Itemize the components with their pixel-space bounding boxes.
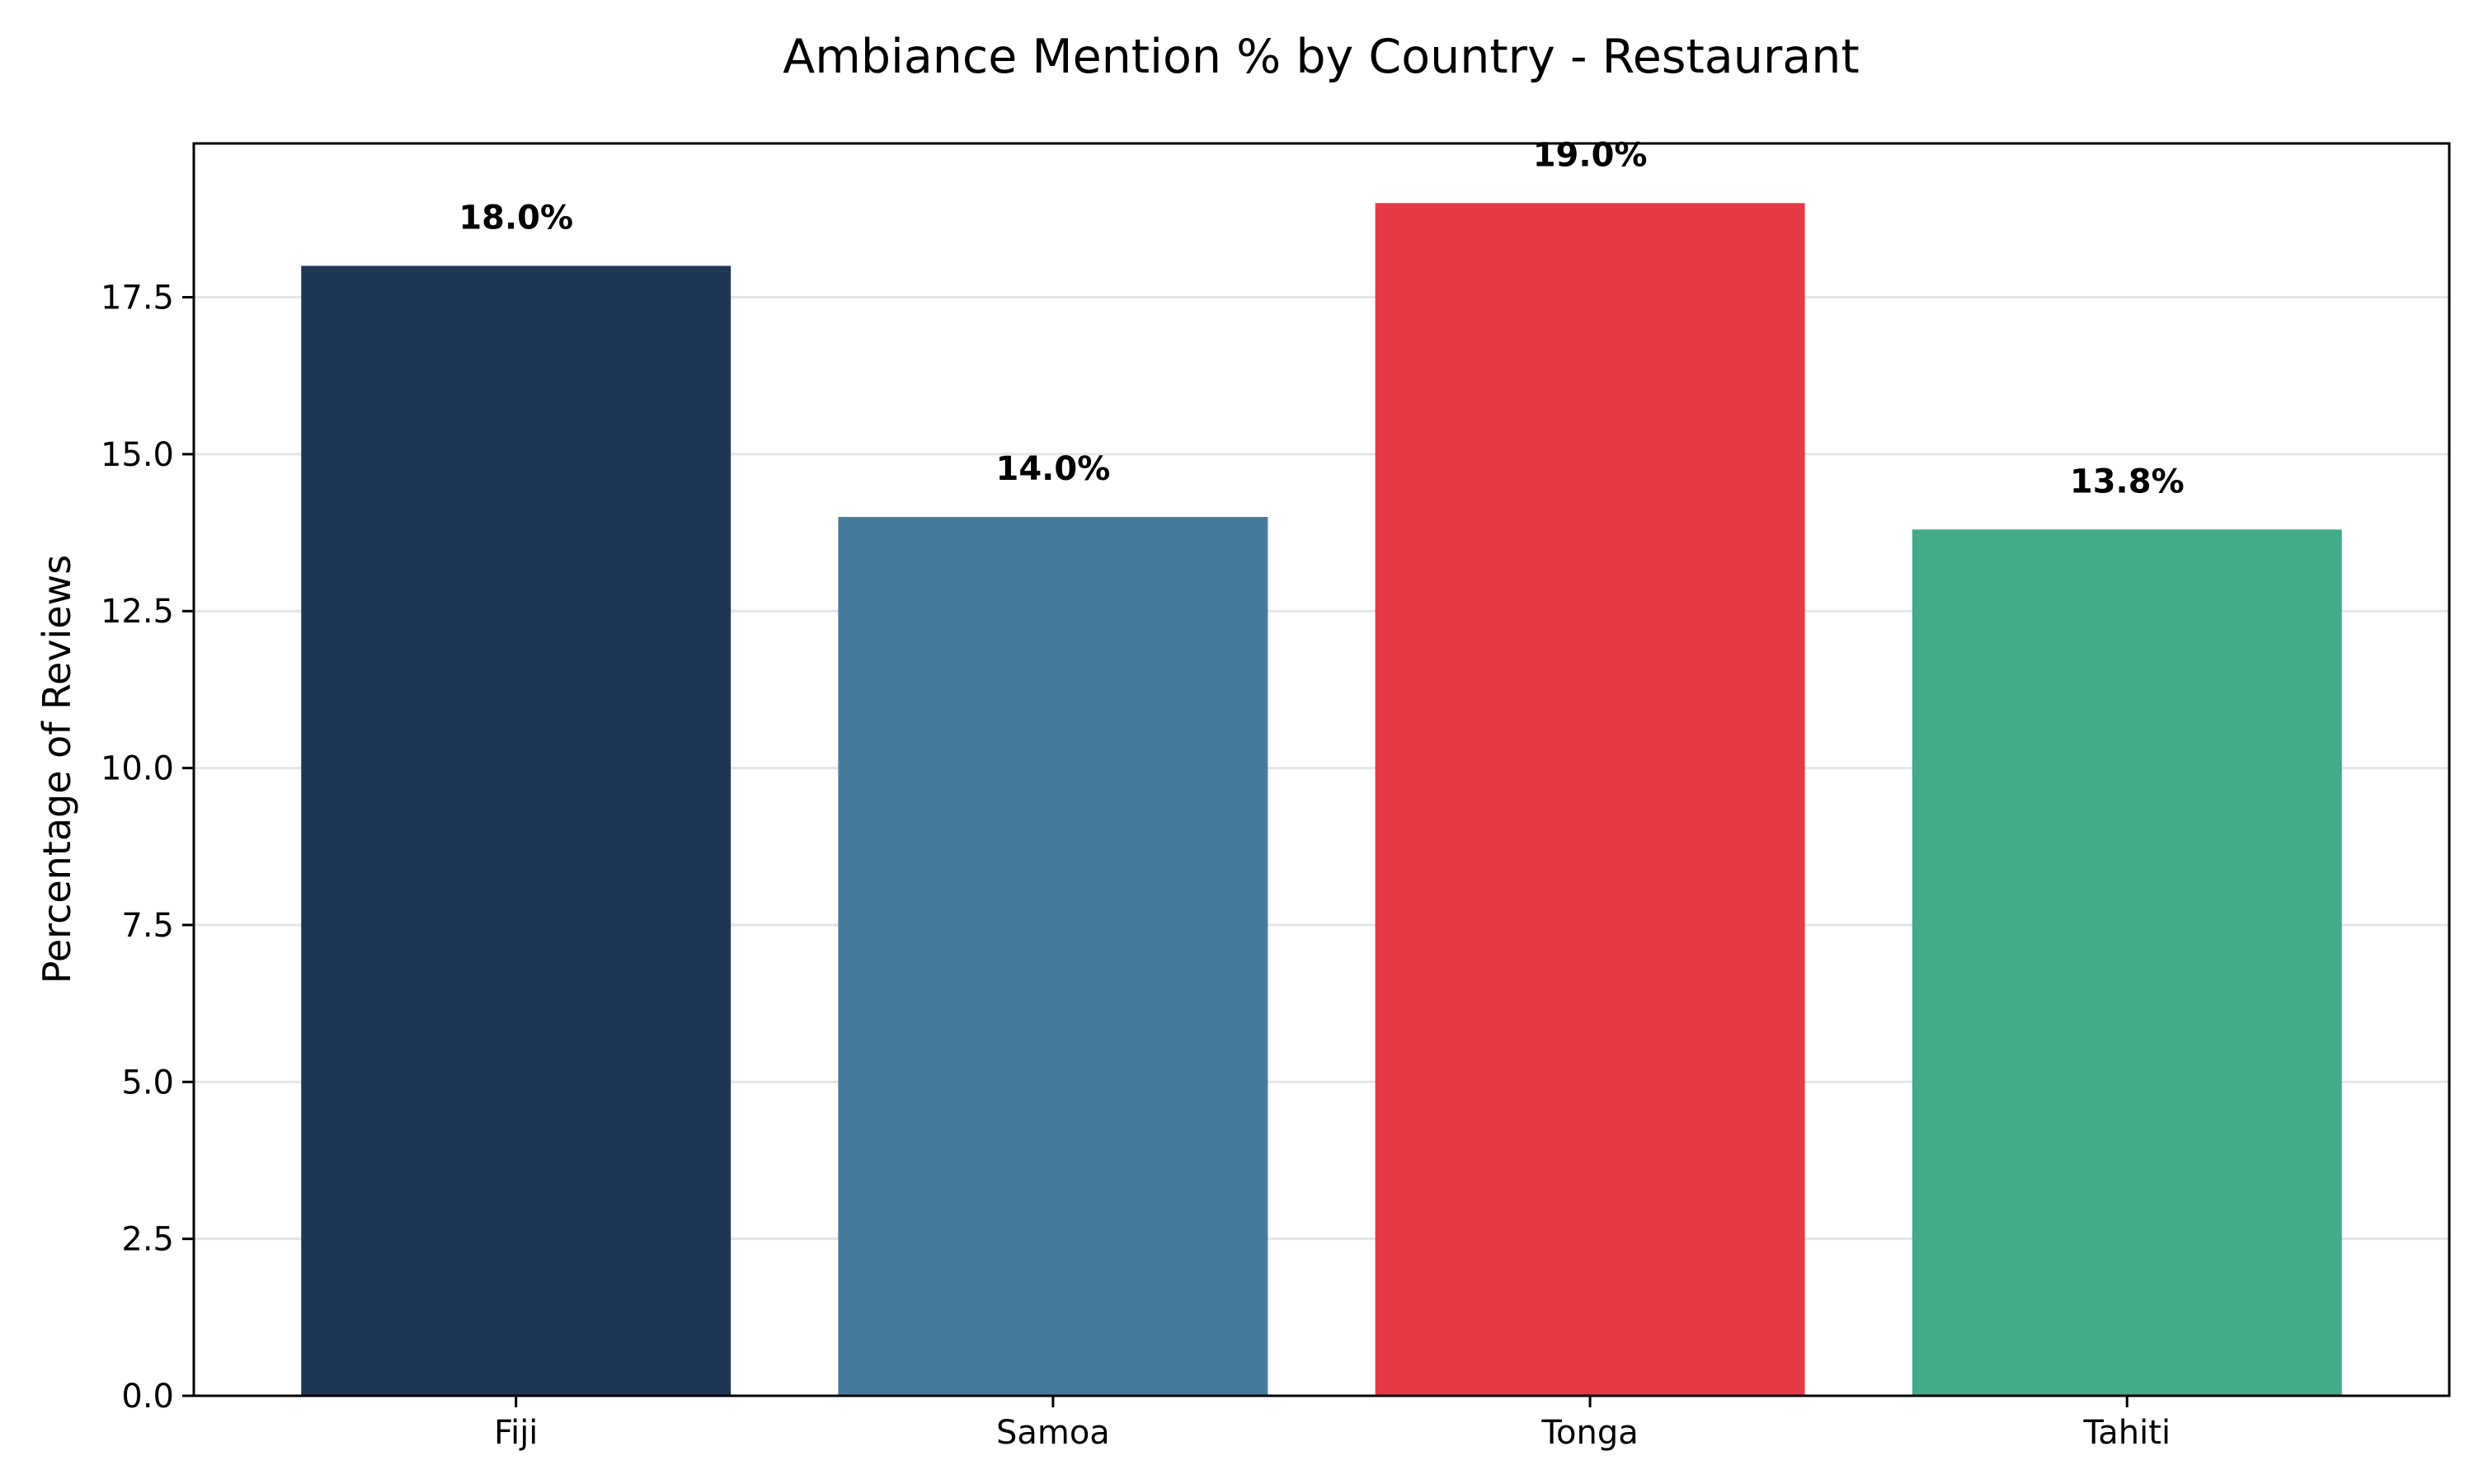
chart-title: Ambiance Mention % by Country - Restaura… [783,30,1859,84]
bar-fiji [301,265,731,1397]
x-tick-label-tahiti: Tahiti [2082,1414,2171,1452]
bar-tahiti [1912,529,2342,1396]
y-tick-label: 10.0 [101,750,174,788]
x-axis-ticks: Fiji Samoa Tonga Tahiti [494,1396,2171,1452]
y-axis-ticks: 0.0 2.5 5.0 7.5 10.0 12.5 15.0 17.5 [101,279,194,1416]
value-label-tonga: 19.0% [1533,136,1648,174]
x-tick-label-tonga: Tonga [1540,1414,1638,1452]
y-tick-label: 2.5 [121,1221,174,1259]
y-tick-label: 15.0 [101,436,174,474]
value-label-samoa: 14.0% [996,450,1111,488]
y-axis-label: Percentage of Reviews [35,555,79,984]
value-label-fiji: 18.0% [459,199,573,237]
value-label-tahiti: 13.8% [2070,463,2185,500]
y-tick-label: 17.5 [101,279,174,317]
x-tick-label-fiji: Fiji [494,1414,538,1452]
bars [301,203,2342,1397]
y-tick-label: 12.5 [101,593,174,631]
bar-tonga [1375,203,1805,1396]
y-tick-label: 0.0 [121,1378,174,1416]
y-tick-label: 7.5 [121,907,174,945]
bar-samoa [838,517,1268,1396]
plot-area-frame [192,142,2451,1397]
y-tick-label: 5.0 [121,1064,174,1101]
x-tick-label-samoa: Samoa [996,1414,1110,1452]
